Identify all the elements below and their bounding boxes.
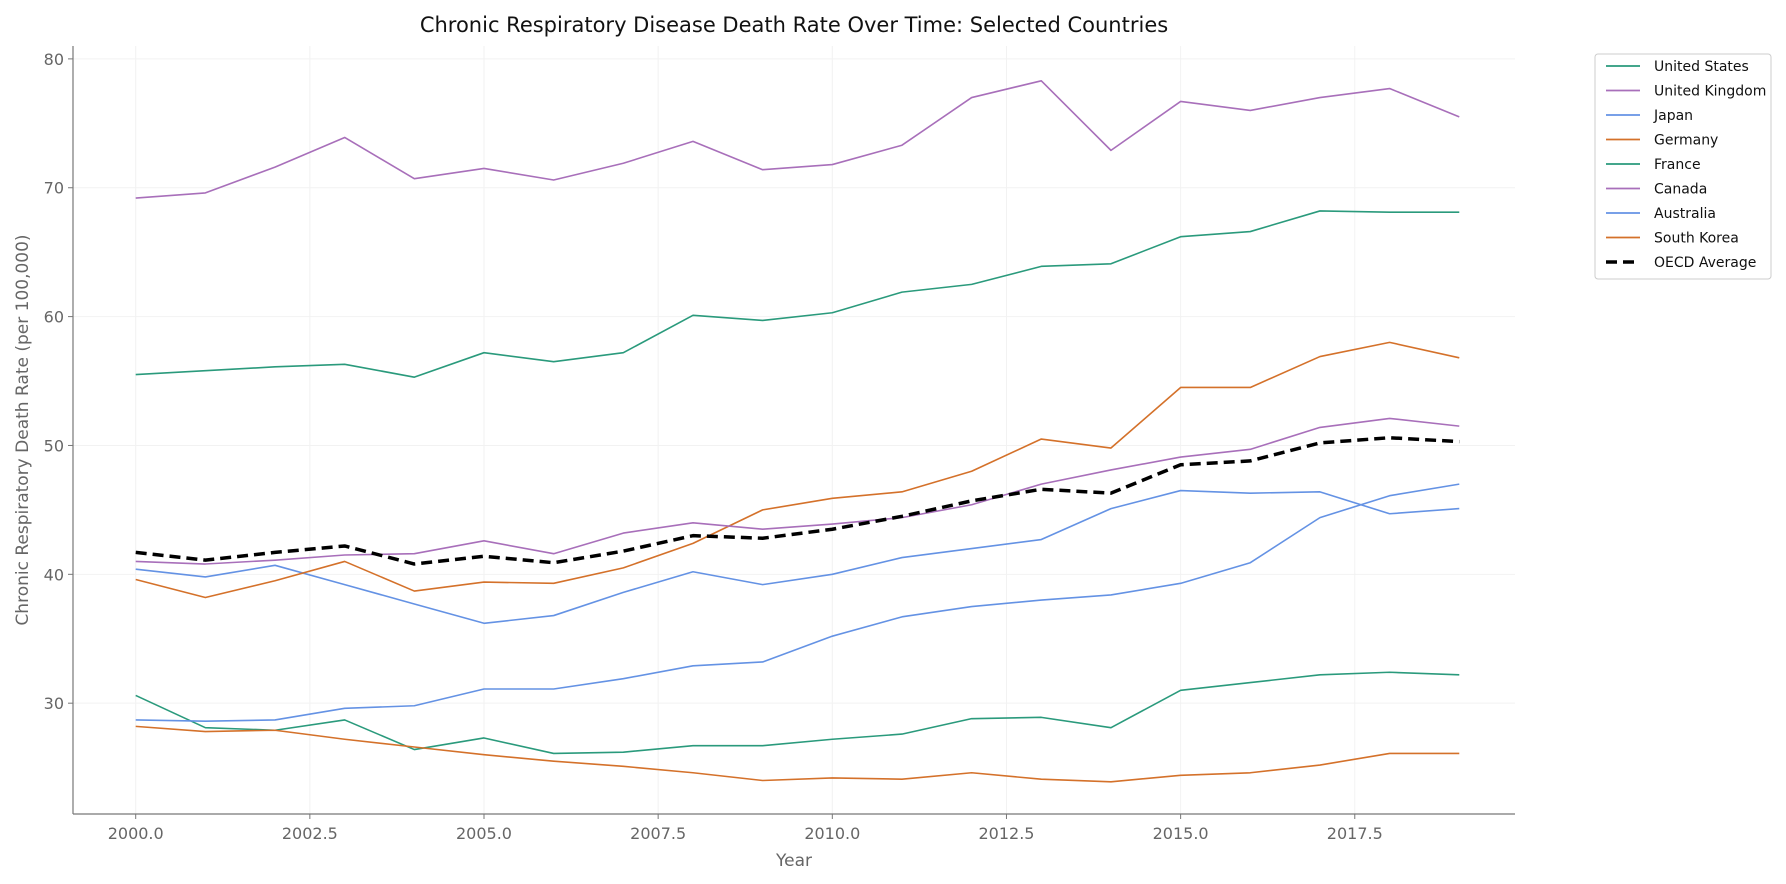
axes: [72, 46, 1515, 815]
legend-label-united-states: United States: [1654, 59, 1749, 75]
legend-label-germany: Germany: [1654, 133, 1718, 149]
y-tick-label: 60: [44, 308, 64, 327]
x-tick-label: 2017.5: [1327, 824, 1383, 843]
y-tick-label: 40: [44, 565, 64, 584]
legend-label-australia: Australia: [1654, 206, 1716, 222]
grid: [73, 46, 1515, 814]
series-line-germany: [135, 341, 1460, 599]
series-line-france: [135, 671, 1460, 755]
legend-label-japan: Japan: [1653, 108, 1693, 124]
y-axis-label: Chronic Respiratory Death Rate (per 100,…: [13, 234, 33, 625]
y-tick-label: 30: [44, 694, 64, 713]
legend-label-united-kingdom: United Kingdom: [1654, 84, 1766, 100]
series-line-united-kingdom: [135, 79, 1460, 199]
x-ticks: 2000.0 2002.5 2005.0 2007.5 2010.0 2012.5 2015…: [108, 814, 1383, 843]
x-tick-label: 2010.0: [804, 824, 860, 843]
x-tick-label: 2015.0: [1153, 824, 1209, 843]
legend: United States United Kingdom Japan Germany F…: [1594, 53, 1772, 280]
legend-label-oecd-average: OECD Average: [1654, 255, 1756, 271]
series-line-oecd-average: [135, 435, 1460, 566]
legend-label-france: France: [1654, 157, 1701, 173]
y-ticks: 30 40 50 60 70 80: [44, 50, 73, 713]
y-tick-label: 50: [44, 436, 64, 455]
legend-label-canada: Canada: [1654, 182, 1707, 198]
series-line-south-korea: [135, 725, 1460, 783]
chart-title: Chronic Respiratory Disease Death Rate O…: [420, 13, 1168, 37]
series-lines: [135, 79, 1460, 783]
x-tick-label: 2005.0: [456, 824, 512, 843]
x-tick-label: 2000.0: [108, 824, 164, 843]
series-line-japan: [135, 489, 1460, 625]
legend-label-south-korea: South Korea: [1654, 231, 1739, 247]
y-tick-label: 70: [44, 179, 64, 198]
x-tick-label: 2007.5: [630, 824, 686, 843]
x-axis-label: Year: [775, 851, 812, 871]
x-tick-label: 2002.5: [282, 824, 338, 843]
series-line-united-states: [135, 210, 1460, 378]
x-tick-label: 2012.5: [978, 824, 1034, 843]
y-tick-label: 80: [44, 50, 64, 69]
series-line-canada: [135, 417, 1460, 565]
legend-box: [1594, 53, 1772, 280]
series-line-australia: [135, 483, 1460, 723]
